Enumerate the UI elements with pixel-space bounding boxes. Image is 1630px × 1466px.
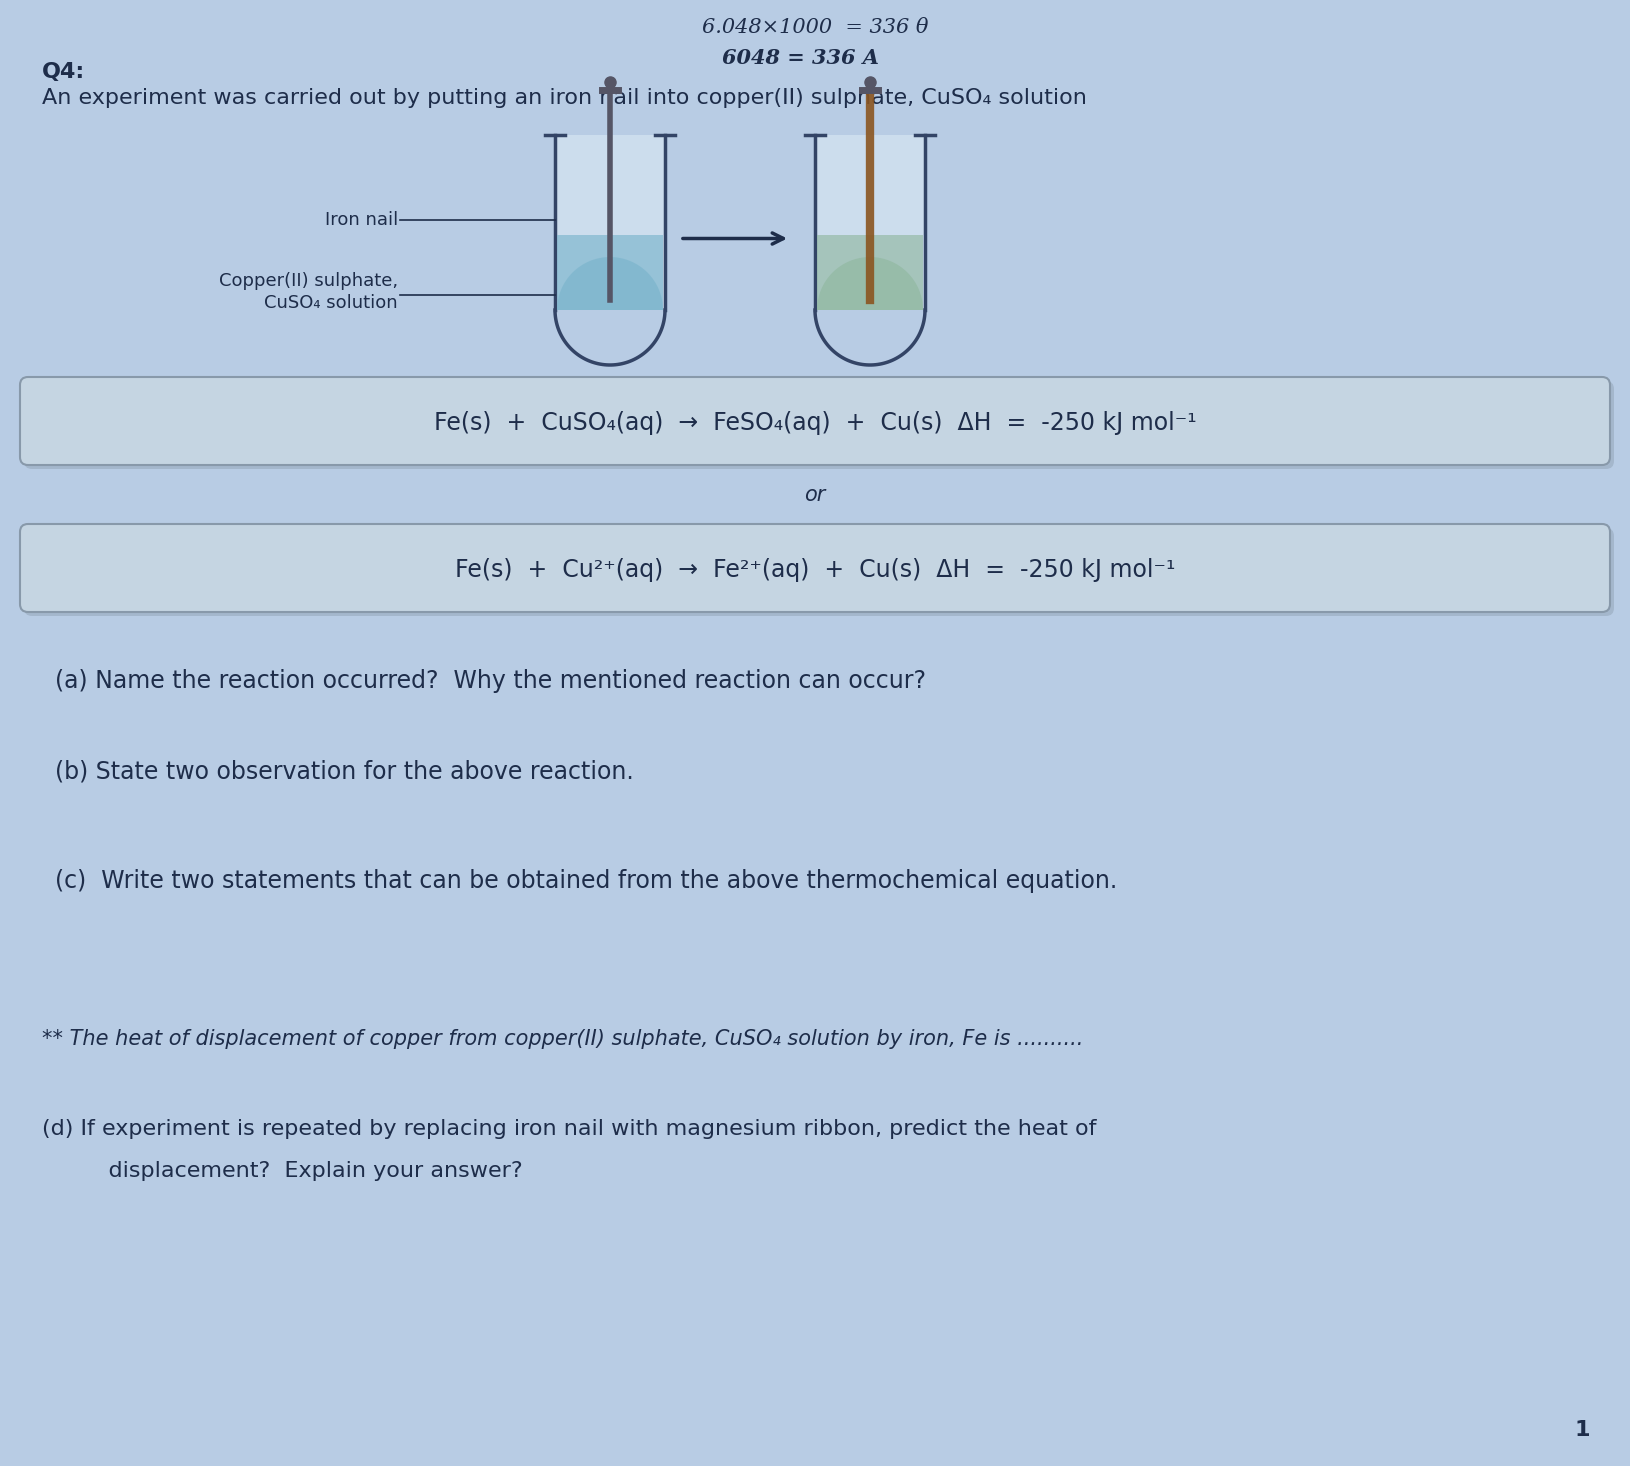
- Wedge shape: [554, 255, 665, 309]
- Wedge shape: [815, 255, 924, 309]
- Text: Copper(II) sulphate,: Copper(II) sulphate,: [218, 273, 398, 290]
- Text: 6048 = 336 A: 6048 = 336 A: [722, 48, 879, 67]
- Text: 1: 1: [1575, 1421, 1589, 1440]
- Wedge shape: [557, 257, 663, 309]
- FancyBboxPatch shape: [24, 528, 1614, 616]
- Text: An experiment was carried out by putting an iron nail into copper(II) sulphate, : An experiment was carried out by putting…: [42, 88, 1087, 108]
- FancyBboxPatch shape: [20, 377, 1610, 465]
- Text: (d) If experiment is repeated by replacing iron nail with magnesium ribbon, pred: (d) If experiment is repeated by replaci…: [42, 1119, 1097, 1139]
- Text: Q4:: Q4:: [42, 62, 85, 82]
- Text: Fe(s)  +  CuSO₄(aq)  →  FeSO₄(aq)  +  Cu(s)  ΔH  =  -250 kJ mol⁻¹: Fe(s) + CuSO₄(aq) → FeSO₄(aq) + Cu(s) ΔH…: [434, 410, 1196, 435]
- Text: (c)  Write two statements that can be obtained from the above thermochemical equ: (c) Write two statements that can be obt…: [55, 869, 1117, 893]
- FancyBboxPatch shape: [815, 135, 924, 309]
- Text: (b) State two observation for the above reaction.: (b) State two observation for the above …: [55, 759, 634, 783]
- Text: Iron nail: Iron nail: [324, 211, 398, 229]
- Text: or: or: [804, 485, 826, 504]
- Text: (a) Name the reaction occurred?  Why the mentioned reaction can occur?: (a) Name the reaction occurred? Why the …: [55, 668, 926, 693]
- FancyBboxPatch shape: [554, 135, 665, 309]
- Bar: [817, 235, 923, 309]
- Text: 6.048×1000  = 336 θ: 6.048×1000 = 336 θ: [703, 18, 927, 37]
- Bar: [557, 235, 663, 309]
- FancyBboxPatch shape: [24, 381, 1614, 469]
- Text: displacement?  Explain your answer?: displacement? Explain your answer?: [80, 1161, 523, 1182]
- Text: Fe(s)  +  Cu²⁺(aq)  →  Fe²⁺(aq)  +  Cu(s)  ΔH  =  -250 kJ mol⁻¹: Fe(s) + Cu²⁺(aq) → Fe²⁺(aq) + Cu(s) ΔH =…: [455, 559, 1175, 582]
- Wedge shape: [817, 257, 923, 309]
- Text: ** The heat of displacement of copper from copper(II) sulphate, CuSO₄ solution b: ** The heat of displacement of copper fr…: [42, 1029, 1084, 1050]
- FancyBboxPatch shape: [20, 523, 1610, 611]
- Text: CuSO₄ solution: CuSO₄ solution: [264, 295, 398, 312]
